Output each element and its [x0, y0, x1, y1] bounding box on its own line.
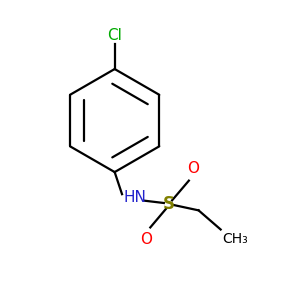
Text: S: S — [163, 196, 175, 214]
Text: O: O — [140, 232, 152, 247]
Text: CH₃: CH₃ — [222, 232, 248, 246]
Text: Cl: Cl — [107, 28, 122, 43]
Text: O: O — [187, 160, 199, 175]
Text: HN: HN — [124, 190, 147, 205]
